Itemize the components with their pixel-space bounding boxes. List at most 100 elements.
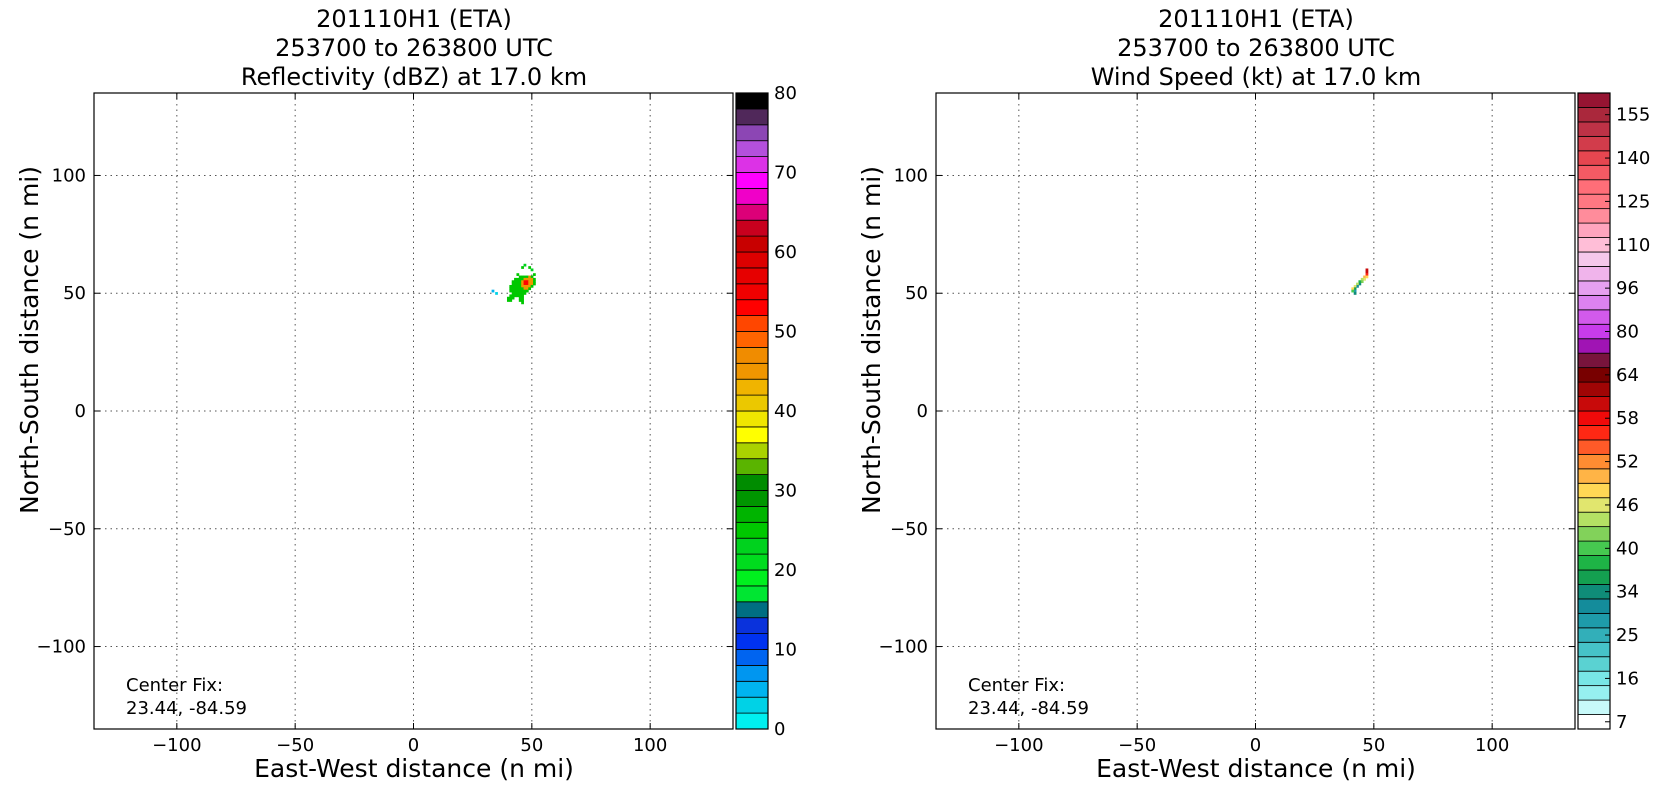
reflectivity-data-cell (511, 280, 515, 284)
reflectivity-colorbar-label: 50 (774, 322, 797, 343)
reflectivity-data-cell (528, 287, 532, 291)
wind-speed-colorbar-segment (1577, 135, 1611, 152)
reflectivity-x-tick-label: −50 (276, 735, 314, 756)
wind-speed-colorbar-frame (1577, 92, 1611, 730)
reflectivity-plot-frame (93, 92, 734, 730)
reflectivity-colorbar-label: 30 (774, 481, 797, 502)
wind-speed-title-line-3: Wind Speed (kt) at 17.0 km (1091, 63, 1422, 91)
reflectivity-data-cell (511, 296, 515, 300)
reflectivity-colorbar-segment (735, 505, 769, 523)
reflectivity-colorbar-segment (735, 108, 769, 126)
reflectivity-data-cell (521, 289, 524, 293)
reflectivity-data-cell (521, 277, 524, 281)
wind-speed-y-tick-label: 100 (894, 165, 928, 186)
reflectivity-data-cell (518, 299, 522, 302)
reflectivity-data-cell (528, 266, 532, 269)
reflectivity-data-cell (518, 296, 522, 300)
reflectivity-colorbar-segment (735, 490, 769, 507)
reflectivity-data-cell (525, 287, 529, 291)
wind-speed-colorbar: 7 16 25 34 40 46 52 58 64 80 96 110 125 140 155 (1577, 92, 1650, 733)
reflectivity-data-cell (516, 273, 520, 276)
wind-speed-colorbar-segment (1577, 338, 1611, 354)
reflectivity-data-cell (525, 289, 529, 293)
wind-speed-colorbar-segment (1577, 266, 1611, 282)
wind-speed-colorbar-segment (1577, 468, 1611, 484)
reflectivity-data-cell (518, 275, 522, 279)
wind-speed-data-cell (1356, 282, 1359, 286)
reflectivity-data-cell (530, 280, 534, 284)
reflectivity-colorbar-segment (735, 267, 769, 285)
reflectivity-colorbar-segment (735, 172, 769, 189)
reflectivity-data-cell (518, 284, 522, 288)
reflectivity-x-tick-label: 100 (633, 735, 667, 756)
wind-speed-colorbar-segment (1577, 555, 1611, 571)
reflectivity-data-cell (525, 275, 529, 279)
reflectivity-data-cell (525, 280, 529, 284)
reflectivity-data-cell (511, 294, 515, 298)
reflectivity-y-axis-label: North-South distance (n mi) (15, 166, 44, 514)
wind-speed-colorbar-segment (1577, 121, 1611, 137)
reflectivity-data-cell (523, 282, 527, 286)
reflectivity-data-cell (521, 266, 524, 269)
reflectivity-data-cell (509, 284, 513, 288)
reflectivity-data-cell (516, 294, 520, 298)
reflectivity-data-cell (521, 280, 524, 284)
reflectivity-data-cell (528, 280, 532, 284)
reflectivity-colorbar-segment (735, 585, 769, 603)
wind-speed-colorbar-label: 40 (1616, 538, 1639, 559)
reflectivity-y-tick-label: −100 (37, 637, 86, 658)
reflectivity-data-cell (516, 287, 520, 291)
reflectivity-colorbar-segment (735, 251, 769, 269)
reflectivity-colorbar-label: 60 (774, 242, 797, 263)
reflectivity-data-cell (511, 284, 515, 288)
reflectivity-colorbar-label: 70 (774, 163, 797, 184)
wind-speed-data-cell (1353, 287, 1357, 291)
wind-speed-data-cell (1365, 270, 1369, 274)
reflectivity-data-cell (533, 280, 536, 284)
wind-speed-data-cell (1360, 280, 1364, 284)
reflectivity-colorbar-segment (735, 124, 769, 142)
wind-speed-colorbar-segment (1577, 425, 1611, 441)
reflectivity-data-cell (509, 289, 513, 293)
reflectivity-colorbar-label: 80 (774, 83, 797, 104)
reflectivity-colorbar-segment (735, 235, 769, 253)
reflectivity-title-line-2: 253700 to 263800 UTC (275, 34, 553, 62)
wind-speed-data-cell (1353, 292, 1357, 295)
reflectivity-y-tick-label: −50 (48, 519, 86, 540)
reflectivity-x-tick-label: 0 (408, 735, 419, 756)
reflectivity-data-cell (514, 292, 517, 295)
wind-speed-x-tick-label: 50 (1362, 735, 1385, 756)
reflectivity-data-cell (530, 277, 534, 281)
reflectivity-x-axis-label: East-West distance (n mi) (254, 754, 574, 783)
reflectivity-colorbar: 0 10 20 30 40 50 60 70 80 (735, 83, 797, 740)
wind-speed-colorbar-segment (1577, 309, 1611, 325)
wind-speed-y-tick-label: −100 (879, 637, 928, 658)
reflectivity-data-cell (518, 289, 522, 293)
wind-speed-colorbar-label: 34 (1616, 582, 1639, 603)
reflectivity-colorbar-segment (735, 410, 769, 428)
reflectivity-data-cell (516, 292, 520, 295)
reflectivity-data-cell (523, 292, 527, 295)
reflectivity-data-cell (506, 296, 510, 300)
wind-speed-data-cell (1363, 275, 1366, 279)
wind-speed-data-cell (1360, 277, 1364, 281)
reflectivity-data-cell (521, 299, 524, 302)
reflectivity-data-cell (525, 284, 529, 288)
reflectivity-data-cell (514, 277, 517, 281)
reflectivity-data-cell (530, 268, 534, 272)
reflectivity-center-fix-label: Center Fix: (126, 675, 223, 696)
reflectivity-data-cell (523, 280, 527, 284)
reflectivity-data-cell (509, 296, 513, 300)
reflectivity-data-cell (533, 273, 536, 276)
wind-speed-colorbar-segment (1577, 164, 1611, 181)
reflectivity-colorbar-segment (735, 553, 769, 571)
reflectivity-data-cell (514, 282, 517, 286)
reflectivity-data-cell (511, 282, 515, 286)
reflectivity-colorbar-segment (735, 187, 769, 205)
reflectivity-data-cell (491, 289, 495, 293)
wind-speed-data-cell (1356, 284, 1359, 288)
wind-speed-colorbar-segment (1577, 685, 1611, 701)
reflectivity-data-cell (511, 292, 515, 295)
wind-speed-colorbar-segment (1577, 656, 1611, 672)
wind-speed-colorbar-segment (1577, 381, 1611, 397)
